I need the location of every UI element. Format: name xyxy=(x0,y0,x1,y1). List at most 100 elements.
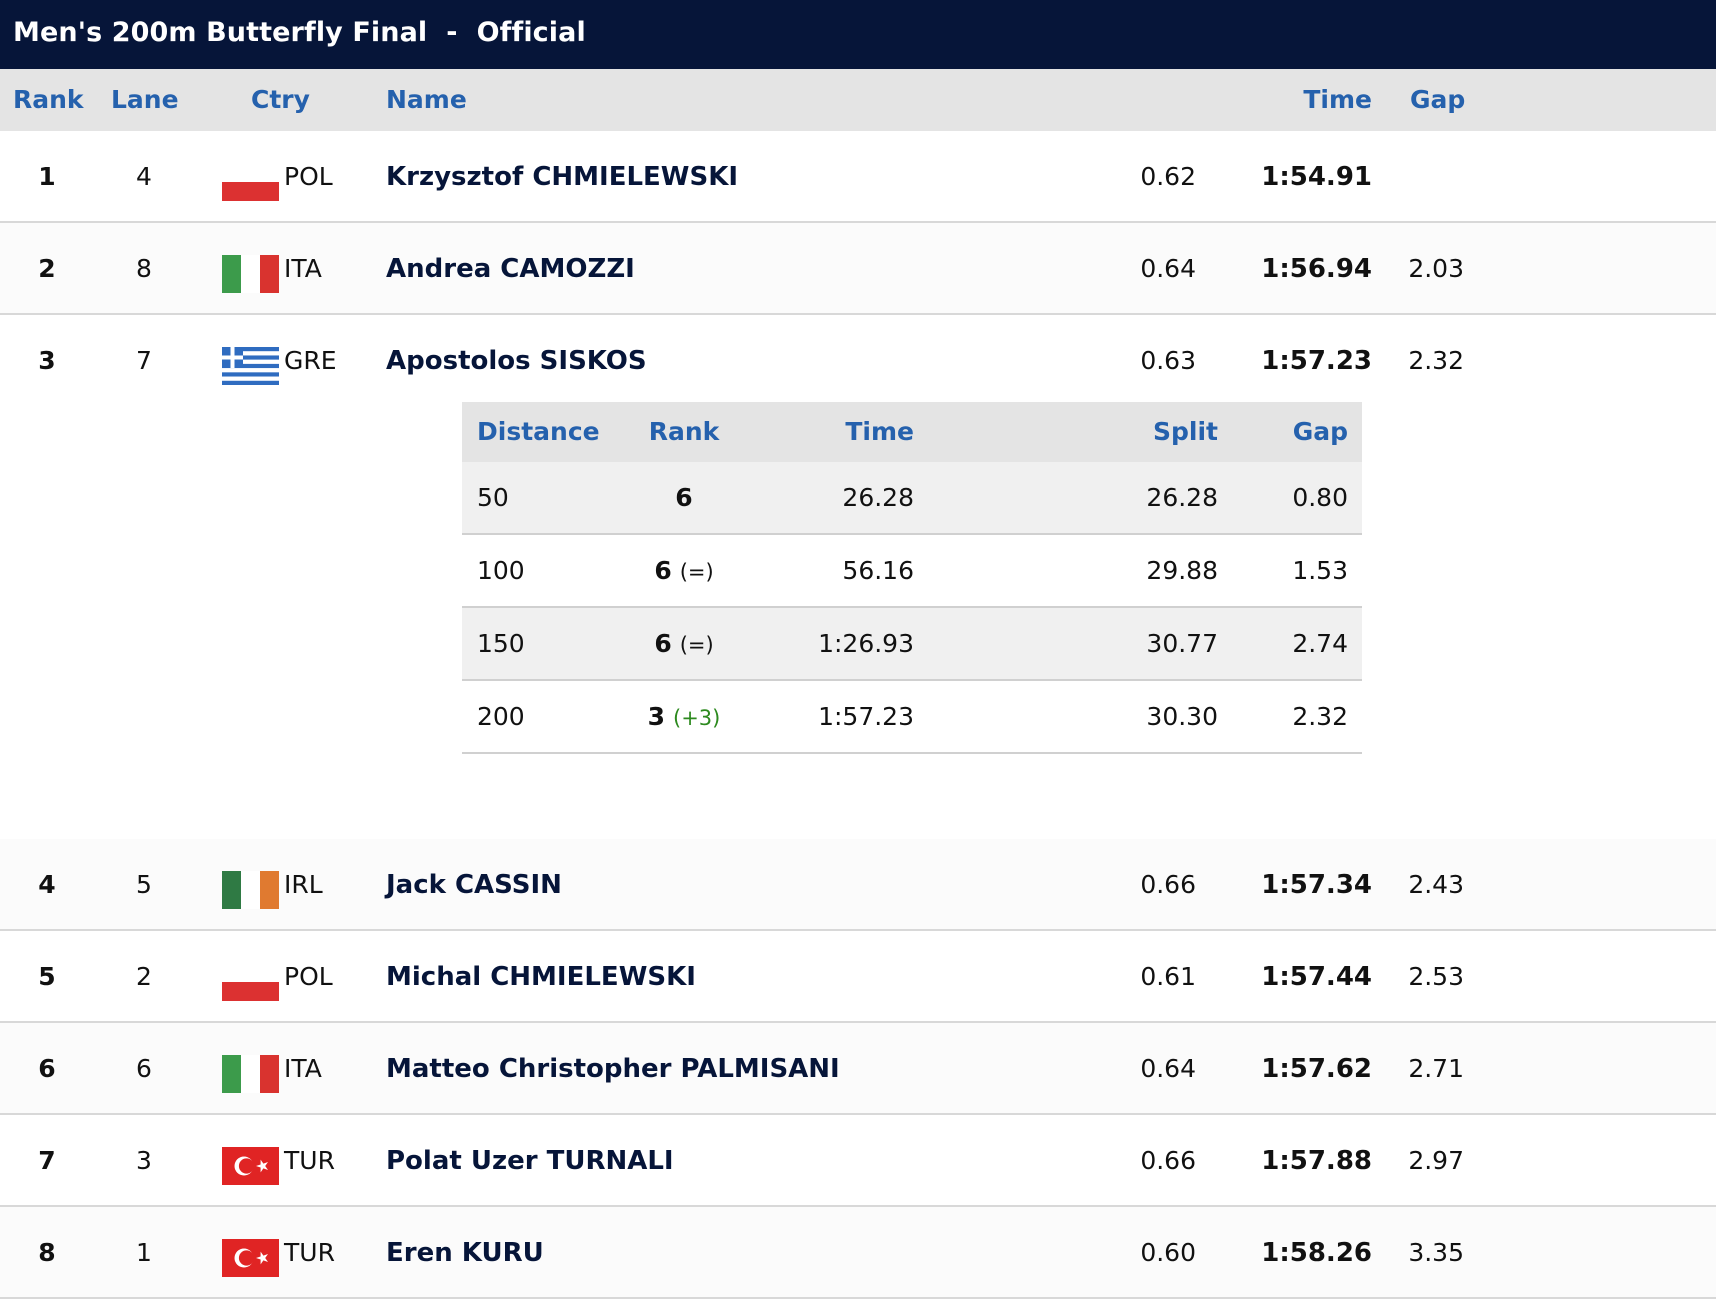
reaction-time: 0.63 xyxy=(1140,346,1196,375)
lane-value: 1 xyxy=(136,1238,152,1267)
athlete-name[interactable]: Matteo Christopher PALMISANI xyxy=(386,1054,840,1084)
final-time: 1:56.94 xyxy=(1261,254,1372,284)
split-rank: 6 xyxy=(614,462,754,533)
rank-value: 4 xyxy=(38,870,56,899)
final-time: 1:57.44 xyxy=(1261,962,1372,992)
event-title: Men's 200m Butterfly Final - Official xyxy=(13,17,586,48)
rank-value: 1 xyxy=(38,162,56,191)
athlete-name[interactable]: Krzysztof CHMIELEWSKI xyxy=(386,162,739,192)
col-gap[interactable]: Gap xyxy=(1410,85,1466,114)
split-time: 30.30 xyxy=(1146,702,1218,731)
lane-value: 2 xyxy=(136,962,152,991)
col-lane[interactable]: Lane xyxy=(111,85,179,114)
split-rank-change: (+3) xyxy=(673,706,721,730)
splits-header: Distance Rank Time Split Gap xyxy=(462,402,1362,462)
gap-value: 2.53 xyxy=(1408,962,1464,991)
result-row[interactable]: 8 1 TUR Eren KURU 0.60 1:58.26 3.35 xyxy=(0,1207,1716,1299)
split-distance: 50 xyxy=(477,483,509,512)
gap-value: 3.35 xyxy=(1408,1238,1464,1267)
splits-col-distance: Distance xyxy=(477,417,600,446)
splits-row: 150 6 (=) 1:26.93 30.77 2.74 xyxy=(462,608,1362,681)
result-row[interactable]: 7 3 TUR Polat Uzer TURNALI 0.66 1:57.88 2.97 xyxy=(0,1115,1716,1207)
split-time: 26.28 xyxy=(1146,483,1218,512)
result-row[interactable]: 1 4 POL Krzysztof CHMIELEWSKI 0.62 1:54.91 xyxy=(0,131,1716,223)
final-time: 1:57.62 xyxy=(1261,1054,1372,1084)
splits-row: 50 6 26.28 26.28 0.80 xyxy=(462,462,1362,535)
lane-value: 5 xyxy=(136,870,152,899)
flag-greece-icon xyxy=(222,347,279,386)
rank-value: 8 xyxy=(38,1238,56,1267)
rank-value: 3 xyxy=(38,346,56,375)
lane-value: 6 xyxy=(136,1054,152,1083)
rank-value: 7 xyxy=(38,1146,56,1175)
reaction-time: 0.62 xyxy=(1140,162,1196,191)
reaction-time: 0.64 xyxy=(1140,1054,1196,1083)
final-time: 1:54.91 xyxy=(1261,162,1372,192)
flag-turkey-icon xyxy=(222,1147,279,1185)
result-row[interactable]: 4 5 IRL Jack CASSIN 0.66 1:57.34 2.43 xyxy=(0,839,1716,931)
split-cumulative-time: 1:26.93 xyxy=(818,629,914,658)
final-time: 1:57.23 xyxy=(1261,346,1372,376)
final-time: 1:57.34 xyxy=(1261,870,1372,900)
split-rank-change: (=) xyxy=(679,560,714,584)
result-row[interactable]: 6 6 ITA Matteo Christopher PALMISANI 0.64 1:5… xyxy=(0,1023,1716,1115)
athlete-name[interactable]: Jack CASSIN xyxy=(386,870,562,900)
split-rank-value: 6 xyxy=(675,483,693,512)
country-code: TUR xyxy=(284,1146,335,1175)
gap-value: 2.71 xyxy=(1408,1054,1464,1083)
split-rank: 6 (=) xyxy=(614,608,754,679)
flag-ireland-icon xyxy=(222,871,279,909)
split-gap: 0.80 xyxy=(1292,483,1348,512)
country-code: GRE xyxy=(284,346,337,375)
gap-value: 2.43 xyxy=(1408,870,1464,899)
athlete-name[interactable]: Michal CHMIELEWSKI xyxy=(386,962,696,992)
flag-poland-icon xyxy=(222,163,279,201)
split-rank: 6 (=) xyxy=(614,535,754,606)
splits-row: 100 6 (=) 56.16 29.88 1.53 xyxy=(462,535,1362,608)
lane-value: 3 xyxy=(136,1146,152,1175)
split-cumulative-time: 26.28 xyxy=(842,483,914,512)
splits-col-gap: Gap xyxy=(1292,417,1348,446)
reaction-time: 0.66 xyxy=(1140,870,1196,899)
athlete-name[interactable]: Apostolos SISKOS xyxy=(386,346,647,376)
gap-value: 2.32 xyxy=(1408,346,1464,375)
flag-turkey-icon xyxy=(222,1239,279,1277)
reaction-time: 0.61 xyxy=(1140,962,1196,991)
col-time[interactable]: Time xyxy=(1303,85,1372,114)
split-distance: 150 xyxy=(477,629,525,658)
rank-value: 5 xyxy=(38,962,56,991)
country-code: POL xyxy=(284,162,333,191)
col-rank[interactable]: Rank xyxy=(13,85,84,114)
split-distance: 100 xyxy=(477,556,525,585)
athlete-name[interactable]: Andrea CAMOZZI xyxy=(386,254,635,284)
athlete-name[interactable]: Polat Uzer TURNALI xyxy=(386,1146,674,1176)
flag-italy-icon xyxy=(222,1055,279,1093)
split-rank-change: (=) xyxy=(679,633,714,657)
splits-row: 200 3 (+3) 1:57.23 30.30 2.32 xyxy=(462,681,1362,754)
split-cumulative-time: 56.16 xyxy=(842,556,914,585)
gap-value xyxy=(1380,131,1464,223)
country-code: POL xyxy=(284,962,333,991)
result-row[interactable]: 3 7 GRE Apostolos SISKOS 0.63 1:57.23 2.32 Dist… xyxy=(0,315,1716,1027)
split-rank-value: 3 xyxy=(647,702,666,731)
split-gap: 2.32 xyxy=(1292,702,1348,731)
final-time: 1:57.88 xyxy=(1261,1146,1372,1176)
athlete-name[interactable]: Eren KURU xyxy=(386,1238,544,1268)
top-bar: Men's 200m Butterfly Final - Official xyxy=(0,0,1716,69)
lane-value: 7 xyxy=(136,346,152,375)
col-name[interactable]: Name xyxy=(386,85,467,114)
result-row[interactable]: 5 2 POL Michal CHMIELEWSKI 0.61 1:57.44 2.53 xyxy=(0,931,1716,1023)
split-gap: 1.53 xyxy=(1292,556,1348,585)
split-gap: 2.74 xyxy=(1292,629,1348,658)
flag-italy-icon xyxy=(222,255,279,293)
final-time: 1:58.26 xyxy=(1261,1238,1372,1268)
split-time: 30.77 xyxy=(1146,629,1218,658)
result-row[interactable]: 2 8 ITA Andrea CAMOZZI 0.64 1:56.94 2.03 xyxy=(0,223,1716,315)
splits-col-split: Split xyxy=(1153,417,1218,446)
flag-poland-icon xyxy=(222,963,279,1001)
split-rank-value: 6 xyxy=(654,629,672,658)
col-ctry[interactable]: Ctry xyxy=(251,85,310,114)
gap-value: 2.03 xyxy=(1408,254,1464,283)
split-time: 29.88 xyxy=(1146,556,1218,585)
split-cumulative-time: 1:57.23 xyxy=(818,702,914,731)
